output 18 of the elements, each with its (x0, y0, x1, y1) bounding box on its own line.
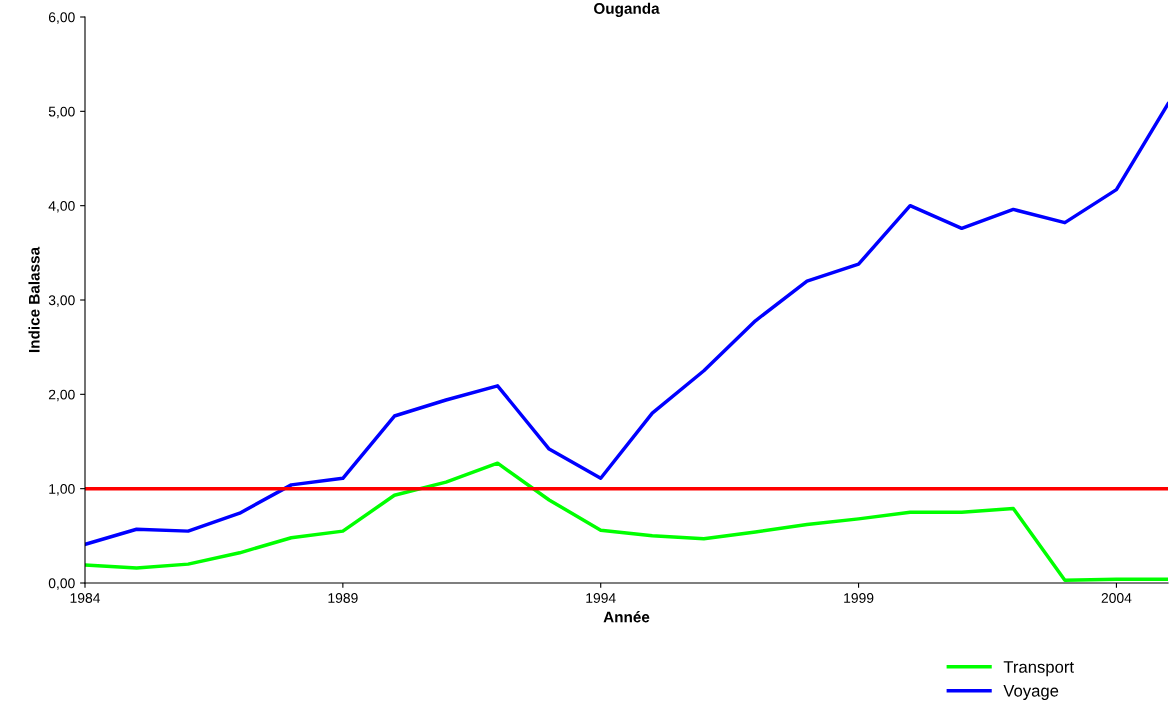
legend-label: Voyage (1003, 685, 1059, 700)
x-tick-label: 1994 (586, 593, 616, 603)
y-tick-label: 5,00 (48, 106, 75, 119)
y-tick-label: 4,00 (48, 201, 75, 213)
y-tick-label: 0,00 (48, 578, 75, 590)
legend-label: Transport (1003, 661, 1074, 677)
y-axis-title: Indice Balassa (28, 246, 40, 353)
chart-title: Ouganda (594, 2, 660, 17)
y-tick-label: 2,00 (48, 389, 75, 402)
x-axis-title: Année (603, 611, 650, 623)
y-tick-label: 3,00 (48, 295, 75, 307)
x-tick-label: 1989 (328, 593, 358, 603)
y-tick-label: 6,00 (48, 12, 75, 24)
y-tick-label: 1,00 (49, 484, 75, 496)
x-tick-label: 1999 (844, 593, 874, 603)
x-tick-label: 2004 (1101, 593, 1132, 603)
line-series (85, 102, 1168, 547)
x-tick-label: 1984 (70, 593, 101, 603)
